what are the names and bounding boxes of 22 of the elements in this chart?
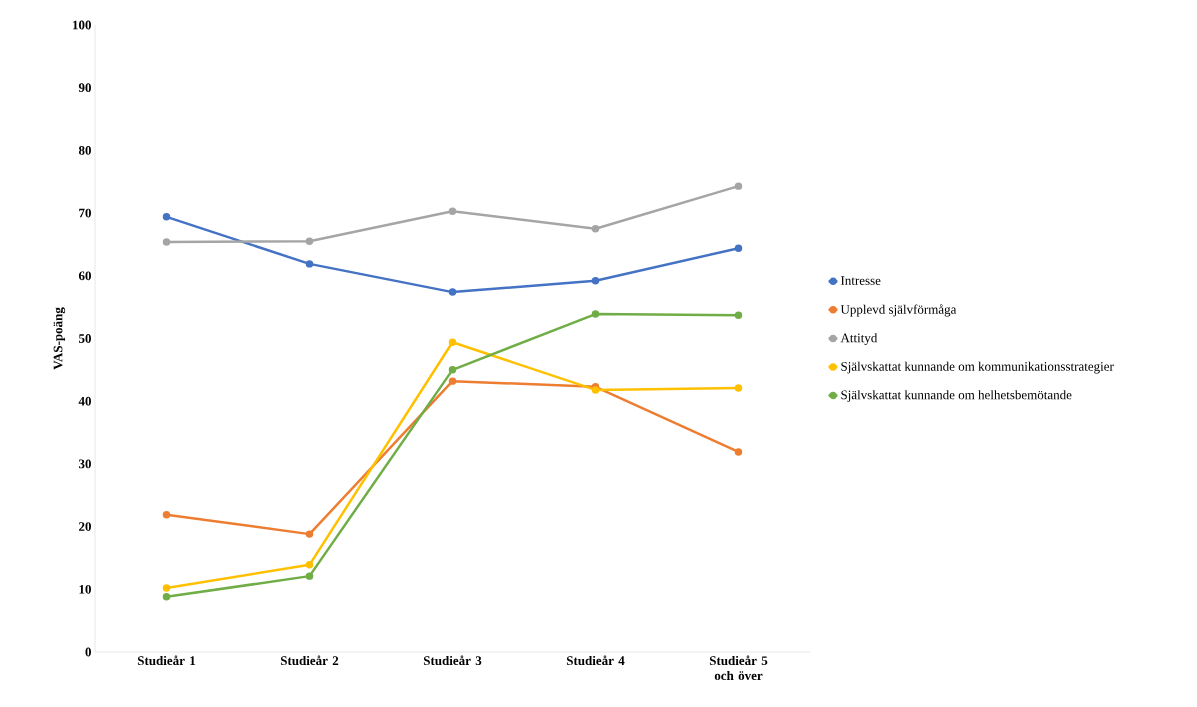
x-tick-label: Studieår 3 bbox=[423, 655, 482, 666]
y-tick-label: 10 bbox=[79, 584, 91, 594]
y-tick-label: 90 bbox=[78, 83, 91, 93]
y-axis-title: VAS-poäng bbox=[53, 307, 66, 370]
y-tick-label: 30 bbox=[78, 459, 91, 469]
legend-label: Intresse bbox=[840, 276, 881, 285]
y-tick-label: 20 bbox=[79, 522, 91, 531]
y-tick-label: 60 bbox=[78, 271, 91, 281]
y-tick-label: 40 bbox=[78, 396, 91, 406]
y-tick-label: 100 bbox=[73, 20, 91, 30]
y-tick-label: 80 bbox=[78, 146, 91, 155]
y-tick-label: 50 bbox=[79, 334, 91, 343]
x-tick-label: Studieår 1 bbox=[137, 655, 196, 666]
x-tick-label: Studieår 4 bbox=[566, 655, 625, 666]
legend-label: Självskattat kunnande om kommunikationsstrategier bbox=[841, 361, 1114, 374]
legend-label: Upplevd självförmåga bbox=[840, 304, 957, 317]
x-tick-label: Studieår 2 bbox=[280, 655, 339, 666]
y-tick-label: 70 bbox=[79, 208, 91, 218]
legend-label: Attityd bbox=[840, 333, 878, 346]
x-tick-label: Studieår 5 och över bbox=[709, 655, 768, 681]
y-tick-label: 0 bbox=[85, 647, 91, 657]
legend-label: Självskattat kunnande om helhetsbemötande bbox=[841, 390, 1072, 402]
